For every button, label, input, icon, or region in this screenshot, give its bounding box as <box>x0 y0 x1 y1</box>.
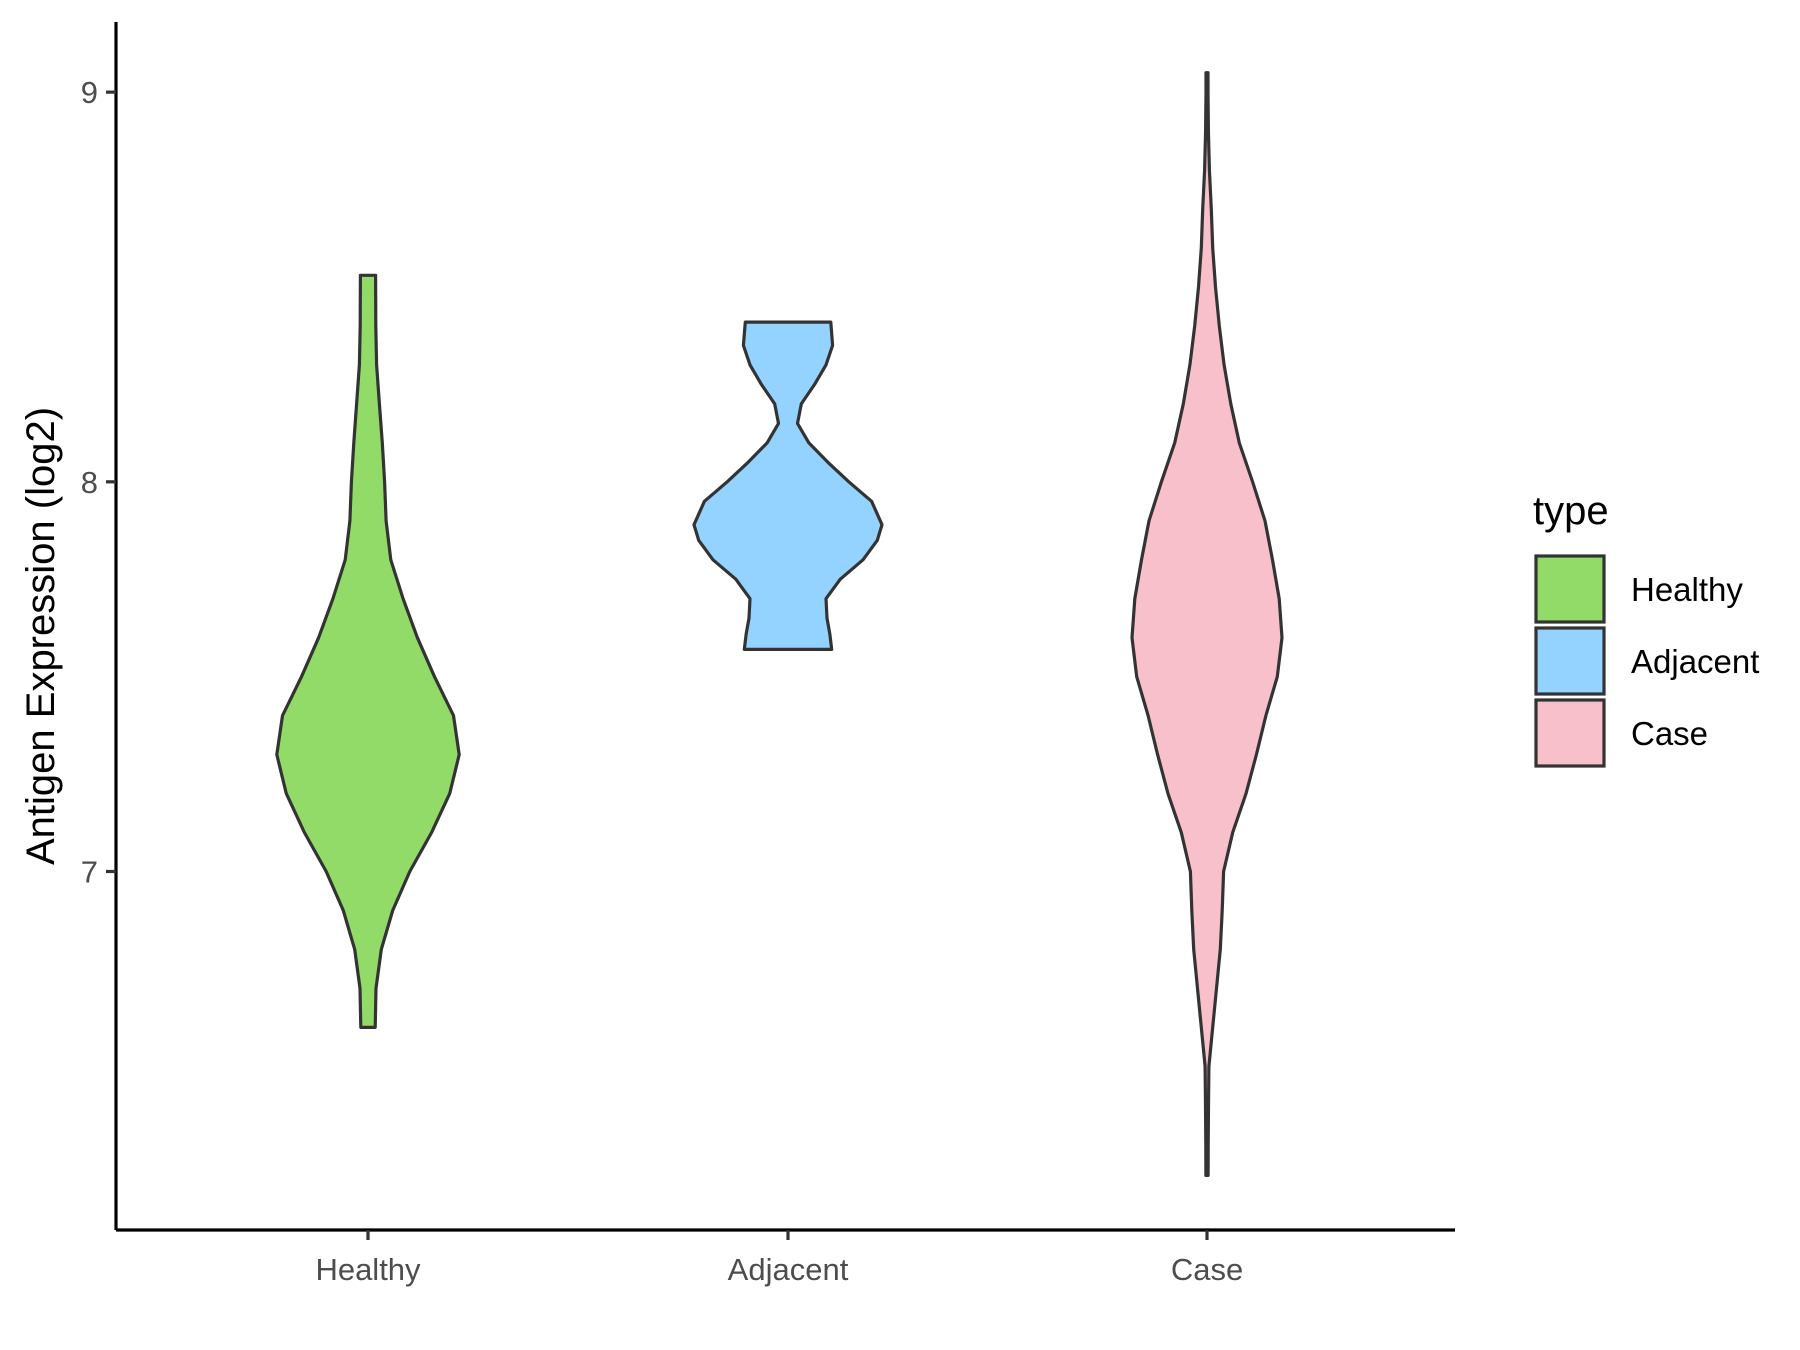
legend-key-adjacent <box>1534 626 1606 696</box>
x-tick-label: Case <box>1171 1252 1243 1287</box>
x-tick-label: Healthy <box>315 1252 421 1287</box>
x-tick-label: Adjacent <box>728 1252 849 1287</box>
y-ticks: 7 8 9 <box>81 75 116 889</box>
legend-key-case <box>1534 698 1606 768</box>
violin-case <box>1130 71 1284 1177</box>
violin-adjacent <box>692 320 884 651</box>
violin-healthy <box>275 273 461 1029</box>
legend-key-healthy <box>1534 554 1606 624</box>
violins <box>275 71 1284 1177</box>
legend-label-case: Case <box>1631 715 1708 752</box>
y-tick-label: 7 <box>81 854 98 889</box>
x-ticks: Healthy Adjacent Case <box>315 1230 1243 1287</box>
plot-area: 7 8 9 Healthy Adjacent Case <box>81 22 1455 1287</box>
legend: type Healthy Adjacent Case <box>1533 489 1759 768</box>
legend-label-adjacent: Adjacent <box>1631 643 1759 680</box>
y-tick-label: 8 <box>81 465 98 500</box>
legend-title: type <box>1533 489 1609 533</box>
y-axis-title: Antigen Expression (log2) <box>19 407 63 865</box>
y-tick-label: 9 <box>81 75 98 110</box>
legend-label-healthy: Healthy <box>1631 571 1743 608</box>
legend-items: Healthy Adjacent Case <box>1534 554 1759 768</box>
